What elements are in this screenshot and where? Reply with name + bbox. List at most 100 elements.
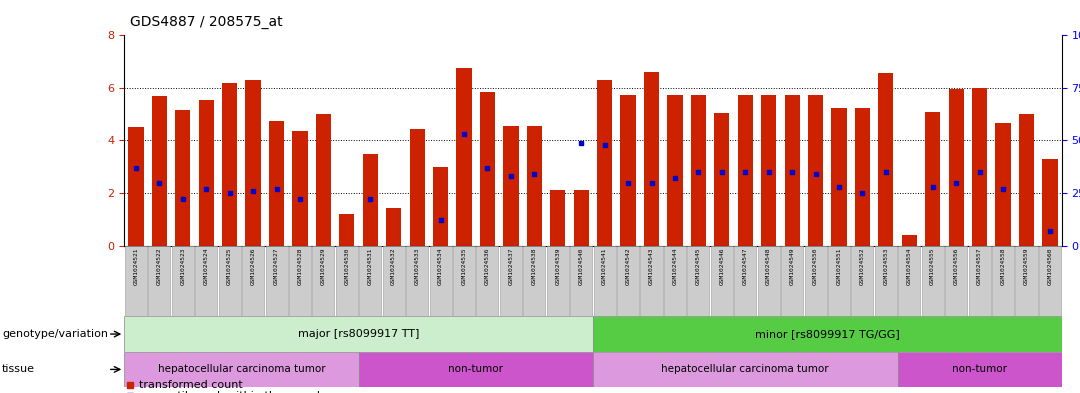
- Bar: [597, 80, 612, 246]
- Text: GSM1024546: GSM1024546: [719, 248, 725, 285]
- Bar: [363, 154, 378, 246]
- Bar: [524, 246, 545, 316]
- Bar: [195, 246, 217, 316]
- Text: GSM1024556: GSM1024556: [954, 248, 959, 285]
- Bar: [433, 167, 448, 246]
- Bar: [312, 246, 335, 316]
- Bar: [996, 123, 1011, 246]
- Text: tissue: tissue: [2, 364, 36, 375]
- Bar: [293, 131, 308, 246]
- Bar: [687, 246, 710, 316]
- Text: minor [rs8099917 TG/GG]: minor [rs8099917 TG/GG]: [755, 329, 900, 339]
- Bar: [945, 246, 968, 316]
- Text: GSM1024558: GSM1024558: [1000, 248, 1005, 285]
- Bar: [993, 246, 1014, 316]
- Bar: [593, 352, 897, 387]
- Bar: [875, 246, 896, 316]
- Bar: [546, 246, 569, 316]
- Bar: [570, 246, 592, 316]
- Text: GSM1024551: GSM1024551: [837, 248, 841, 285]
- Bar: [969, 246, 990, 316]
- Bar: [382, 246, 405, 316]
- Bar: [761, 94, 777, 246]
- Bar: [175, 110, 190, 246]
- Bar: [386, 208, 402, 246]
- Bar: [266, 246, 287, 316]
- Bar: [972, 88, 987, 246]
- Text: GSM1024553: GSM1024553: [883, 248, 889, 285]
- Bar: [339, 214, 354, 246]
- Text: GSM1024536: GSM1024536: [485, 248, 490, 285]
- Text: GSM1024543: GSM1024543: [649, 248, 654, 285]
- Bar: [832, 108, 847, 246]
- Text: GSM1024524: GSM1024524: [204, 248, 208, 285]
- Bar: [878, 73, 893, 246]
- Text: transformed count: transformed count: [139, 380, 243, 390]
- Text: GSM1024534: GSM1024534: [438, 248, 443, 285]
- Text: non-tumor: non-tumor: [953, 364, 1008, 375]
- Bar: [315, 114, 332, 246]
- Text: GSM1024554: GSM1024554: [907, 248, 912, 285]
- Bar: [781, 246, 804, 316]
- Bar: [1015, 246, 1038, 316]
- Text: hepatocellular carcinoma tumor: hepatocellular carcinoma tumor: [158, 364, 325, 375]
- Bar: [550, 191, 566, 246]
- Bar: [359, 352, 593, 387]
- Text: GSM1024549: GSM1024549: [789, 248, 795, 285]
- Bar: [828, 246, 850, 316]
- Text: GSM1024521: GSM1024521: [134, 248, 138, 285]
- Bar: [172, 246, 193, 316]
- Bar: [948, 89, 963, 246]
- Bar: [926, 112, 941, 246]
- Bar: [360, 246, 381, 316]
- Text: GSM1024545: GSM1024545: [696, 248, 701, 285]
- Bar: [851, 246, 874, 316]
- Bar: [784, 94, 800, 246]
- Bar: [453, 246, 475, 316]
- Bar: [738, 94, 753, 246]
- Text: GSM1024552: GSM1024552: [860, 248, 865, 285]
- Bar: [289, 246, 311, 316]
- Text: GSM1024560: GSM1024560: [1048, 248, 1052, 285]
- Bar: [902, 235, 917, 246]
- Text: GSM1024533: GSM1024533: [415, 248, 420, 285]
- Bar: [897, 352, 1062, 387]
- Bar: [406, 246, 428, 316]
- Text: major [rs8099917 TT]: major [rs8099917 TT]: [298, 329, 419, 339]
- Bar: [573, 191, 589, 246]
- Text: non-tumor: non-tumor: [448, 364, 503, 375]
- Bar: [808, 94, 823, 246]
- Bar: [854, 108, 870, 246]
- Bar: [899, 246, 920, 316]
- Bar: [269, 121, 284, 246]
- Text: GSM1024539: GSM1024539: [555, 248, 561, 285]
- Bar: [148, 246, 171, 316]
- Bar: [805, 246, 826, 316]
- Bar: [199, 100, 214, 246]
- Bar: [734, 246, 756, 316]
- Text: GSM1024527: GSM1024527: [274, 248, 279, 285]
- Bar: [1018, 114, 1035, 246]
- Bar: [664, 246, 686, 316]
- Bar: [527, 126, 542, 246]
- Bar: [640, 246, 662, 316]
- Bar: [222, 83, 238, 246]
- Bar: [691, 94, 706, 246]
- Bar: [336, 246, 357, 316]
- Text: GSM1024525: GSM1024525: [227, 248, 232, 285]
- Text: GSM1024526: GSM1024526: [251, 248, 256, 285]
- Text: GSM1024529: GSM1024529: [321, 248, 326, 285]
- Bar: [617, 246, 639, 316]
- Bar: [151, 96, 167, 246]
- Bar: [125, 246, 147, 316]
- Bar: [218, 246, 241, 316]
- Text: GSM1024548: GSM1024548: [766, 248, 771, 285]
- Bar: [480, 92, 495, 246]
- Bar: [476, 246, 499, 316]
- Text: GDS4887 / 208575_at: GDS4887 / 208575_at: [130, 15, 282, 29]
- Text: hepatocellular carcinoma tumor: hepatocellular carcinoma tumor: [661, 364, 829, 375]
- Bar: [430, 246, 451, 316]
- Bar: [644, 72, 659, 246]
- Text: GSM1024547: GSM1024547: [743, 248, 747, 285]
- Text: GSM1024532: GSM1024532: [391, 248, 396, 285]
